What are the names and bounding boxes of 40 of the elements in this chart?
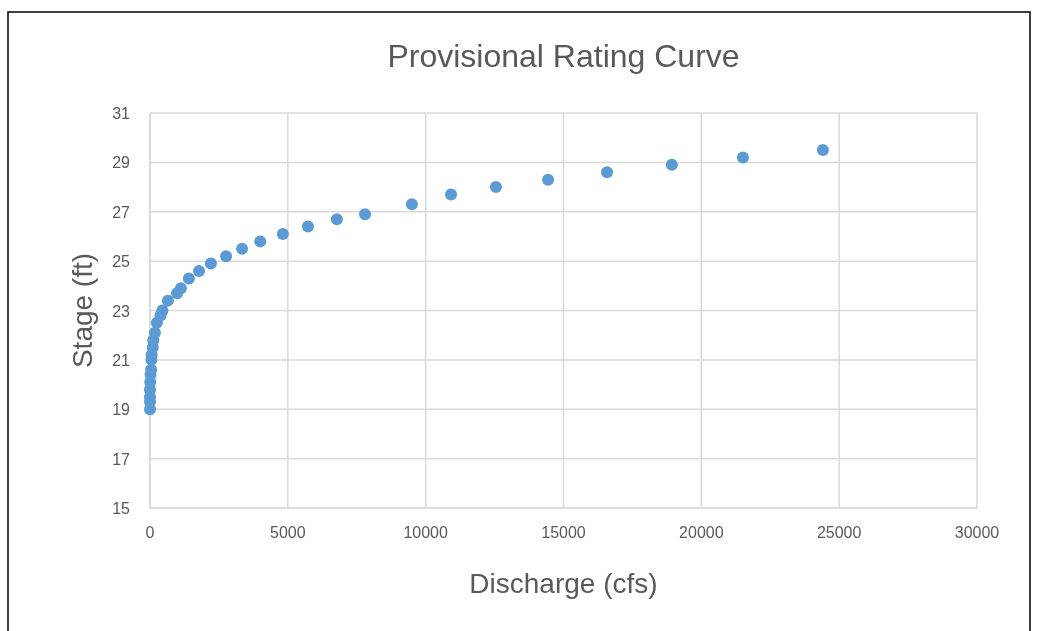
x-tick-label: 0 [145, 524, 155, 541]
point [330, 213, 343, 226]
point [445, 188, 458, 201]
y-tick-label: 27 [112, 203, 131, 221]
point [220, 250, 233, 263]
y-tick-label: 25 [112, 253, 131, 271]
x-tick-label: 30000 [954, 524, 1000, 541]
x-tick-label: 5000 [270, 524, 306, 541]
y-tick-label: 19 [112, 401, 131, 419]
x-tick-label: 15000 [541, 524, 586, 541]
chart-title: Provisional Rating Curve [387, 38, 740, 74]
point [405, 198, 418, 211]
point [665, 158, 678, 171]
point [204, 257, 217, 270]
point [193, 265, 206, 277]
y-axis-title: Stage (ft) [67, 252, 98, 369]
y-tick-label: 15 [112, 500, 131, 517]
point [301, 220, 314, 233]
y-tick-label: 17 [112, 450, 131, 468]
point [489, 181, 502, 194]
point [254, 235, 267, 248]
point [276, 227, 289, 240]
point [174, 282, 187, 295]
y-tick-label: 29 [112, 154, 131, 172]
y-tick-label: 31 [112, 105, 131, 122]
point [736, 151, 749, 164]
x-tick-label: 25000 [816, 524, 862, 541]
y-tick-label: 23 [112, 302, 131, 320]
point [148, 326, 161, 339]
x-tick-label: 10000 [403, 524, 449, 541]
point [161, 294, 174, 307]
x-tick-label: 20000 [679, 524, 724, 541]
point [542, 173, 555, 186]
point [236, 242, 249, 255]
point [359, 208, 372, 221]
point [182, 272, 195, 285]
point [601, 166, 614, 179]
point [816, 144, 829, 157]
x-axis-title: Discharge (cfs) [469, 568, 658, 599]
y-tick-label: 21 [112, 351, 131, 369]
